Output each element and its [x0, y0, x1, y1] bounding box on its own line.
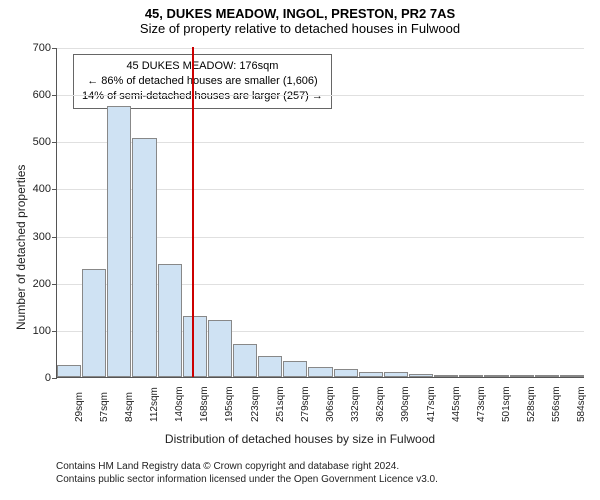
xtick-label: 251sqm: [275, 386, 286, 422]
xtick-label: 473sqm: [476, 386, 487, 422]
ytick-mark: [52, 189, 57, 190]
ytick-label: 300: [17, 231, 51, 243]
xtick-label: 140sqm: [174, 386, 185, 422]
chart-subtitle: Size of property relative to detached ho…: [0, 21, 600, 42]
histogram-bar: [158, 264, 182, 377]
histogram-bar: [384, 372, 408, 377]
xtick-label: 57sqm: [99, 392, 110, 422]
gridline: [57, 48, 584, 49]
footer-line2: Contains public sector information licen…: [56, 473, 438, 486]
histogram-bar: [283, 361, 307, 377]
xtick-label: 168sqm: [199, 386, 210, 422]
xtick-label: 84sqm: [124, 392, 135, 422]
annotation-line1: 45 DUKES MEADOW: 176sqm: [82, 59, 323, 74]
xtick-label: 306sqm: [325, 386, 336, 422]
xtick-label: 390sqm: [400, 386, 411, 422]
ytick-mark: [52, 95, 57, 96]
xtick-label: 501sqm: [501, 386, 512, 422]
xtick-label: 445sqm: [451, 386, 462, 422]
histogram-bar: [183, 316, 207, 377]
histogram-bar: [132, 138, 156, 377]
chart-title: 45, DUKES MEADOW, INGOL, PRESTON, PR2 7A…: [0, 0, 600, 21]
histogram-bar: [510, 375, 534, 377]
histogram-bar: [535, 375, 559, 377]
ytick-mark: [52, 142, 57, 143]
histogram-bar: [434, 375, 458, 377]
xtick-label: 362sqm: [375, 386, 386, 422]
xtick-label: 528sqm: [526, 386, 537, 422]
ytick-mark: [52, 237, 57, 238]
xtick-label: 112sqm: [149, 387, 160, 422]
xtick-label: 29sqm: [74, 392, 85, 422]
ytick-label: 100: [17, 325, 51, 337]
histogram-bar: [359, 372, 383, 377]
histogram-bar: [233, 344, 257, 377]
histogram-bar: [208, 320, 232, 377]
xtick-label: 332sqm: [350, 386, 361, 422]
ytick-mark: [52, 331, 57, 332]
footer-attribution: Contains HM Land Registry data © Crown c…: [56, 460, 438, 486]
ytick-mark: [52, 378, 57, 379]
ytick-mark: [52, 48, 57, 49]
ytick-label: 700: [17, 42, 51, 54]
annotation-box: 45 DUKES MEADOW: 176sqm ← 86% of detache…: [73, 54, 332, 109]
histogram-bar: [57, 365, 81, 377]
xtick-label: 223sqm: [250, 386, 261, 422]
xtick-label: 556sqm: [551, 386, 562, 422]
histogram-bar: [560, 375, 584, 377]
xtick-label: 584sqm: [576, 386, 587, 422]
xtick-label: 417sqm: [426, 386, 437, 422]
histogram-bar: [258, 356, 282, 377]
histogram-bar: [459, 375, 483, 377]
ytick-label: 600: [17, 89, 51, 101]
xtick-label: 279sqm: [300, 386, 311, 422]
ytick-label: 0: [17, 372, 51, 384]
histogram-bar: [484, 375, 508, 377]
chart-container: 45, DUKES MEADOW, INGOL, PRESTON, PR2 7A…: [0, 0, 600, 500]
ytick-label: 200: [17, 278, 51, 290]
marker-line: [192, 47, 194, 377]
footer-line1: Contains HM Land Registry data © Crown c…: [56, 460, 438, 473]
histogram-bar: [334, 369, 358, 377]
gridline: [57, 95, 584, 96]
plot-area: 45 DUKES MEADOW: 176sqm ← 86% of detache…: [56, 48, 584, 378]
annotation-line2: ← 86% of detached houses are smaller (1,…: [82, 74, 323, 89]
histogram-bar: [82, 269, 106, 377]
histogram-bar: [107, 106, 131, 377]
ytick-label: 500: [17, 136, 51, 148]
xtick-label: 195sqm: [224, 386, 235, 422]
ytick-mark: [52, 284, 57, 285]
histogram-bar: [308, 367, 332, 377]
ytick-label: 400: [17, 183, 51, 195]
x-axis-label: Distribution of detached houses by size …: [0, 432, 600, 446]
histogram-bar: [409, 374, 433, 377]
